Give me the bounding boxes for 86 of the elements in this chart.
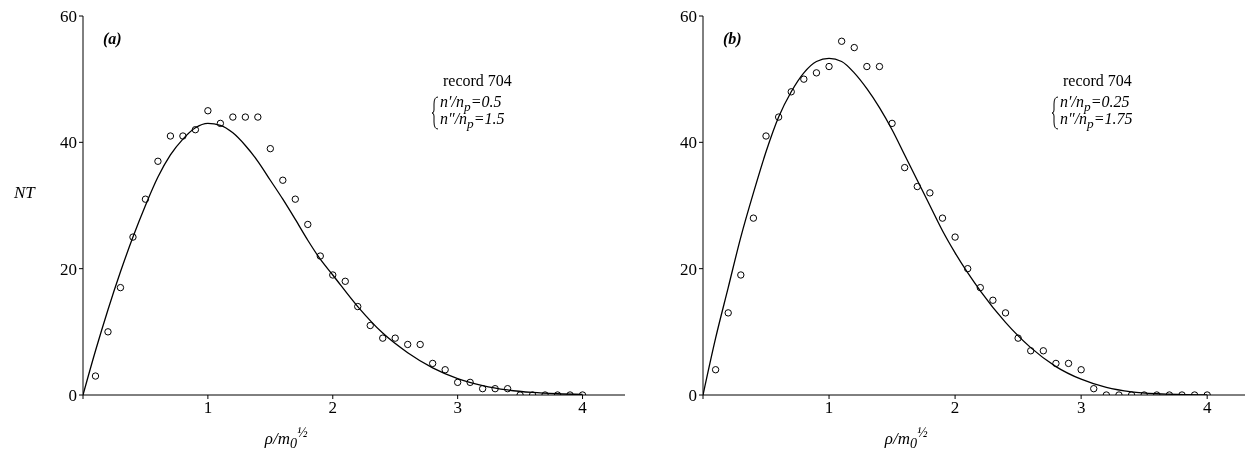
- point: [366, 321, 374, 330]
- point: [453, 378, 462, 387]
- point: [964, 264, 972, 273]
- point: [1001, 309, 1010, 317]
- point: [329, 271, 337, 279]
- point: [1027, 347, 1035, 355]
- point: [812, 69, 821, 77]
- point: [154, 157, 162, 165]
- point: [951, 233, 959, 241]
- y-tick-label: 0: [68, 386, 77, 406]
- point: [938, 214, 947, 222]
- point: [229, 113, 237, 121]
- point: [404, 340, 412, 349]
- point: [1052, 359, 1060, 368]
- point: [116, 283, 125, 292]
- x-tick-label: 4: [1202, 398, 1212, 418]
- y-tick-label: 0: [688, 386, 697, 406]
- point: [266, 144, 275, 153]
- point: [104, 328, 112, 336]
- point: [191, 126, 200, 134]
- point: [837, 37, 846, 45]
- point: [900, 163, 909, 172]
- point: [926, 189, 934, 197]
- y-tick-label: 20: [60, 259, 77, 279]
- point: [976, 283, 984, 292]
- y-tick-label: 40: [680, 133, 697, 153]
- point: [989, 296, 997, 304]
- point: [204, 107, 212, 115]
- point: [711, 366, 720, 374]
- point: [875, 62, 884, 71]
- point: [241, 113, 250, 121]
- x-tick-label: 1: [824, 398, 834, 418]
- point: [1039, 347, 1048, 355]
- x-tick-label: 4: [578, 398, 588, 418]
- x-tick-label: 3: [1076, 398, 1086, 418]
- point: [179, 132, 187, 140]
- point: [825, 62, 833, 71]
- point: [166, 132, 175, 140]
- point: [216, 119, 225, 128]
- point: [913, 182, 921, 191]
- point: [774, 113, 783, 121]
- point: [863, 62, 871, 71]
- point: [254, 113, 262, 121]
- point: [279, 176, 287, 184]
- point: [428, 359, 437, 368]
- point: [478, 384, 487, 393]
- point: [416, 340, 424, 349]
- annotation: record 704: [1063, 72, 1132, 90]
- point: [1014, 334, 1022, 342]
- point: [1064, 359, 1073, 368]
- point: [291, 195, 299, 203]
- point: [1077, 366, 1085, 374]
- point: [787, 88, 795, 96]
- point: [888, 119, 896, 128]
- y-tick-label: 20: [680, 259, 697, 279]
- point: [354, 302, 362, 311]
- point: [850, 43, 858, 52]
- point: [304, 220, 312, 229]
- point: [391, 334, 399, 342]
- point: [466, 378, 474, 387]
- point: [724, 309, 732, 317]
- x-tick-label: 1: [203, 398, 213, 418]
- annotation: record 704: [443, 72, 512, 90]
- point: [141, 195, 150, 203]
- point: [737, 271, 745, 279]
- point: [503, 384, 512, 393]
- point: [91, 372, 100, 380]
- y-tick-label: 60: [60, 7, 77, 27]
- x-tick-label: 2: [328, 398, 338, 418]
- point: [491, 384, 499, 393]
- x-tick-label: 3: [453, 398, 462, 418]
- point: [379, 334, 387, 342]
- point: [762, 132, 770, 140]
- point: [129, 233, 137, 241]
- point: [441, 366, 449, 374]
- point: [316, 252, 324, 260]
- x-tick-label: 2: [950, 398, 960, 418]
- y-tick-label: 60: [680, 7, 697, 27]
- point: [1090, 384, 1098, 393]
- annotation: (a): [103, 30, 122, 48]
- point: [341, 277, 349, 285]
- y-tick-label: 40: [60, 133, 77, 153]
- y-axis-title: NT: [14, 183, 35, 203]
- point: [749, 214, 758, 222]
- annotation: (b): [723, 30, 742, 48]
- point: [800, 75, 808, 83]
